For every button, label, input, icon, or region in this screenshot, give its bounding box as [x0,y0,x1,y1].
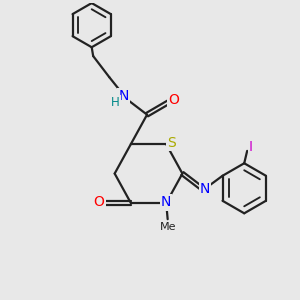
Text: S: S [167,136,176,150]
Text: O: O [168,93,179,107]
Text: N: N [118,89,129,103]
Text: Me: Me [160,222,176,232]
Text: N: N [161,195,171,209]
Text: O: O [94,195,104,209]
Text: N: N [200,182,210,196]
Text: H: H [111,96,120,109]
Text: I: I [249,140,253,154]
